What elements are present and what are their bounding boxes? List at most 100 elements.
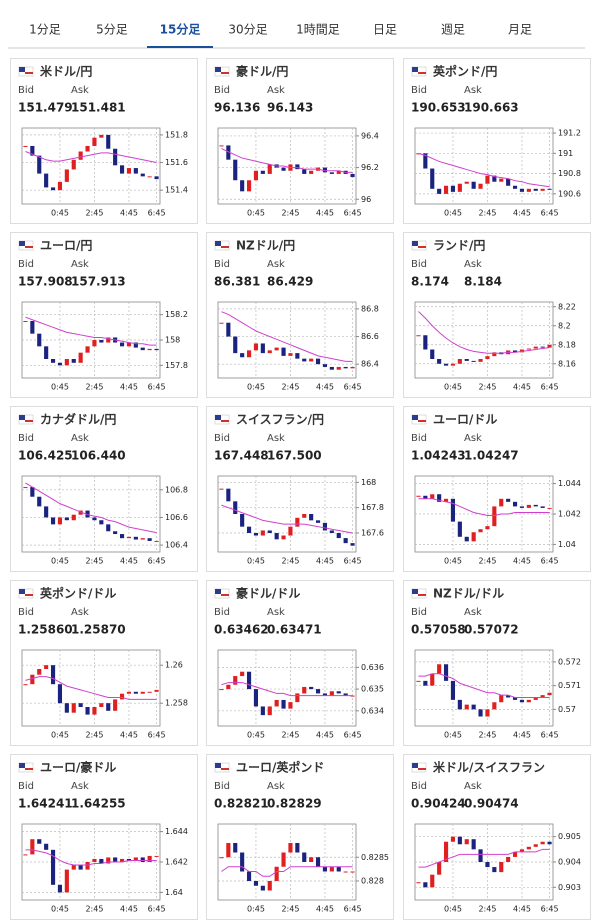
card-title[interactable]: 英ポンド/ドル <box>40 586 116 601</box>
tab[interactable]: 30分足 <box>228 23 267 37</box>
card-title[interactable]: NZドル/円 <box>236 239 295 253</box>
bid-label: Bid <box>214 781 230 792</box>
candle <box>64 517 69 521</box>
tab[interactable]: 週足 <box>441 23 465 37</box>
card-title[interactable]: 豪ドル/ドル <box>236 586 300 601</box>
tab[interactable]: 月足 <box>508 23 532 37</box>
x-tick-label: 6:45 <box>541 557 559 566</box>
card-title[interactable]: ユーロ/ドル <box>433 413 497 427</box>
bid-label: Bid <box>411 85 427 96</box>
candle <box>464 839 469 845</box>
card-title[interactable]: スイスフラン/円 <box>236 413 324 427</box>
y-tick-label: 1.258 <box>165 699 188 708</box>
card-title[interactable]: ユーロ/円 <box>40 239 92 253</box>
card-title[interactable]: NZドル/ドル <box>433 587 504 601</box>
ask-value: 0.82829 <box>267 797 322 811</box>
ask-label: Ask <box>267 259 285 270</box>
bid-label: Bid <box>18 781 34 792</box>
x-tick-label: 0:45 <box>444 731 462 740</box>
candle <box>329 866 334 872</box>
ask-value: 86.429 <box>267 275 313 289</box>
bid-value: 0.82821 <box>214 797 269 811</box>
candle <box>471 181 476 189</box>
candle <box>119 342 125 347</box>
tab[interactable]: 15分足 <box>160 22 201 37</box>
plot-frame <box>414 301 554 379</box>
candle <box>540 506 545 508</box>
x-tick-label: 0:45 <box>247 731 265 740</box>
candle <box>336 533 341 539</box>
flag <box>19 67 25 72</box>
x-tick-label: 4:45 <box>120 383 138 392</box>
candle <box>288 526 293 536</box>
card-title[interactable]: ユーロ/英ポンド <box>236 760 324 775</box>
candle <box>253 881 259 886</box>
candle <box>30 321 35 334</box>
tab[interactable]: 5分足 <box>96 23 128 37</box>
x-tick-label: 2:45 <box>478 383 496 392</box>
candle <box>126 342 132 347</box>
candle <box>226 322 231 337</box>
card-title[interactable]: 豪ドル/円 <box>236 64 288 79</box>
candle <box>106 703 111 711</box>
candle <box>219 689 224 691</box>
candle <box>315 520 321 523</box>
ask-value: 106.440 <box>71 449 126 463</box>
bid-label: Bid <box>411 259 427 270</box>
flag <box>25 72 33 74</box>
candle <box>154 540 159 542</box>
tab[interactable]: 日足 <box>373 23 397 37</box>
x-tick-label: 4:45 <box>120 731 138 740</box>
bid-label: Bid <box>18 85 34 96</box>
candle <box>246 671 252 690</box>
candle <box>119 693 125 700</box>
flag <box>221 768 229 770</box>
candle <box>44 346 49 359</box>
y-tick-label: 0.571 <box>558 681 581 690</box>
candle <box>322 167 328 173</box>
card-title[interactable]: ランド/円 <box>433 239 485 253</box>
card-title[interactable]: ユーロ/豪ドル <box>40 760 116 775</box>
candle <box>288 843 293 853</box>
candle <box>499 695 504 703</box>
card-title[interactable]: 米ドル/スイスフラン <box>433 760 545 775</box>
candle <box>274 533 279 540</box>
bid-value: 0.57058 <box>411 623 466 637</box>
candle <box>133 536 138 540</box>
moving-average <box>25 849 157 866</box>
candle <box>44 665 49 669</box>
card-title[interactable]: カナダドル/円 <box>40 412 116 427</box>
plot-frame <box>217 649 357 727</box>
flag <box>418 420 426 422</box>
flag <box>221 594 229 596</box>
candle <box>267 881 272 891</box>
tab[interactable]: 1時間足 <box>296 23 340 37</box>
candle <box>106 857 111 864</box>
candle <box>443 841 449 862</box>
candle <box>140 347 145 351</box>
moving-average <box>221 504 353 534</box>
flag <box>25 594 33 596</box>
candle <box>240 514 245 527</box>
moving-average <box>221 311 353 362</box>
candle <box>44 173 49 188</box>
card-title[interactable]: 英ポンド/円 <box>433 64 497 79</box>
candle <box>430 673 435 686</box>
tab[interactable]: 1分足 <box>29 23 61 37</box>
candle <box>350 173 355 178</box>
candle <box>309 170 314 174</box>
y-tick-label: 1.26 <box>165 661 183 670</box>
moving-average <box>418 673 550 698</box>
candle <box>113 699 118 711</box>
candle <box>226 488 231 502</box>
candle <box>478 709 483 717</box>
x-tick-label: 0:45 <box>247 383 265 392</box>
moving-average <box>25 151 157 164</box>
candle <box>336 366 341 370</box>
candle <box>512 350 518 353</box>
card-title[interactable]: 米ドル/円 <box>40 64 92 79</box>
candle <box>302 686 307 694</box>
candle <box>71 514 76 521</box>
candle <box>416 495 421 497</box>
moving-average <box>25 482 157 534</box>
